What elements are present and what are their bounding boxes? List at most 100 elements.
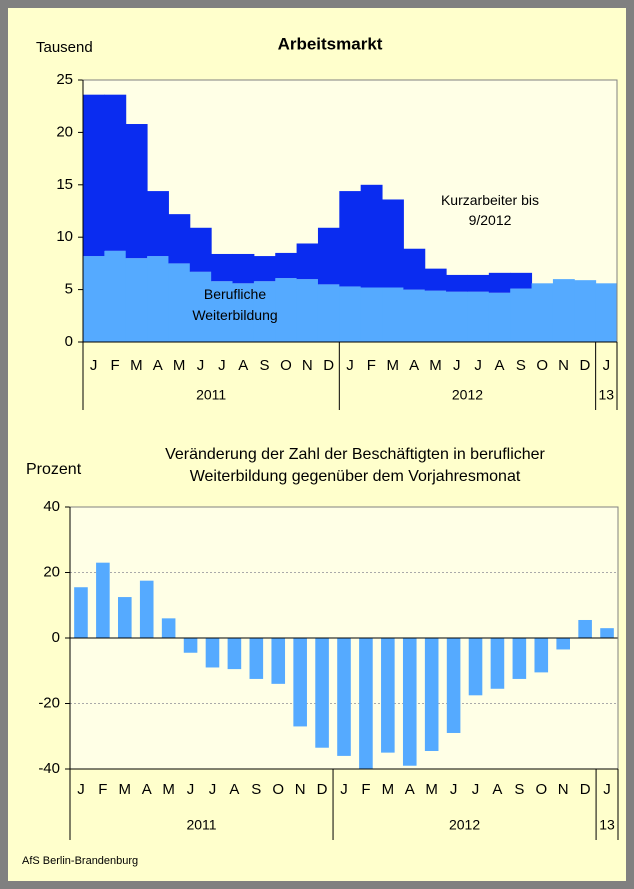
x-tick-label: A <box>229 781 239 798</box>
bar-segment <box>189 227 212 272</box>
bar-segment <box>275 278 298 342</box>
x-tick-label: N <box>558 781 569 798</box>
bar <box>468 638 483 696</box>
bar-segment <box>403 289 426 342</box>
bar-segment <box>83 256 105 342</box>
bar <box>183 638 198 653</box>
series-label: Kurzarbeiter bis 9/2012 <box>440 192 540 228</box>
bar-segment <box>510 288 533 342</box>
bar-segment <box>574 280 597 342</box>
x-tick-label: O <box>280 357 292 374</box>
bar <box>227 638 242 670</box>
x-tick-label: J <box>218 357 226 374</box>
bar <box>490 638 505 689</box>
y-tick-label: 5 <box>65 281 73 298</box>
x-tick-label: M <box>119 781 132 798</box>
bar-segment <box>296 279 319 342</box>
bar-segment <box>147 256 169 342</box>
x-tick-label: J <box>453 357 461 374</box>
chart-title: Veränderung der Zahl der Beschäftigten i… <box>165 446 545 485</box>
bar <box>271 638 286 684</box>
x-tick-label: J <box>340 781 348 798</box>
x-tick-label: F <box>98 781 107 798</box>
bar-segment <box>253 281 276 342</box>
bar <box>96 562 110 638</box>
bar-segment <box>275 252 298 279</box>
y-tick-label: 40 <box>43 498 60 515</box>
x-tick-label: M <box>382 781 395 798</box>
bar-segment <box>467 274 490 292</box>
bar <box>402 638 417 766</box>
bar-segment <box>253 256 276 282</box>
x-tick-label: D <box>317 781 328 798</box>
x-tick-label: A <box>142 781 152 798</box>
bar-segment <box>360 287 383 342</box>
bar-segment <box>552 279 575 342</box>
bar-segment <box>595 283 618 342</box>
bar-segment <box>531 283 554 342</box>
bar-segment <box>168 214 191 264</box>
series-label: Berufliche Weiterbildung <box>192 286 278 323</box>
x-tick-label: A <box>492 781 502 798</box>
x-tick-label: M <box>162 781 175 798</box>
x-tick-label: A <box>495 357 505 374</box>
bar <box>512 638 527 679</box>
x-tick-label: J <box>90 357 98 374</box>
bar-segment <box>488 292 511 342</box>
x-tick-label: F <box>110 357 119 374</box>
bar-segment <box>104 250 127 342</box>
bar <box>315 638 329 748</box>
x-tick-label: D <box>580 781 591 798</box>
bar-segment <box>446 291 468 342</box>
bar-segment <box>232 253 255 284</box>
y-tick-label: 15 <box>56 176 73 193</box>
x-group-label: 2011 <box>186 817 216 833</box>
x-tick-label: N <box>295 781 306 798</box>
y-tick-label: 20 <box>43 563 60 580</box>
x-tick-label: O <box>536 357 548 374</box>
bar-segment <box>317 227 340 285</box>
x-tick-label: M <box>429 357 442 374</box>
x-tick-label: J <box>472 781 480 798</box>
bar-segment <box>168 263 191 342</box>
x-tick-label: J <box>603 781 611 798</box>
bar <box>139 580 154 638</box>
bar <box>534 638 549 673</box>
bar-segment <box>189 271 212 342</box>
x-tick-label: A <box>405 781 415 798</box>
bar <box>381 638 395 753</box>
bar <box>556 638 570 650</box>
x-tick-label: A <box>409 357 419 374</box>
x-tick-label: M <box>425 781 438 798</box>
x-tick-label: J <box>209 781 217 798</box>
x-tick-label: M <box>173 357 186 374</box>
bar <box>161 618 176 638</box>
bar-segment <box>125 124 148 259</box>
x-tick-label: O <box>272 781 284 798</box>
bar <box>337 638 351 756</box>
bar-segment <box>232 283 255 342</box>
x-tick-label: S <box>260 357 270 374</box>
bar <box>293 638 307 727</box>
bar <box>205 638 220 668</box>
bar-segment <box>296 243 319 280</box>
x-tick-label: M <box>386 357 399 374</box>
x-group-label: 2011 <box>196 387 226 403</box>
bar-segment <box>382 199 404 288</box>
x-tick-label: J <box>187 781 195 798</box>
bar-segment <box>403 248 426 290</box>
bar-segment <box>125 258 148 342</box>
bar-segment <box>467 291 490 342</box>
x-tick-label: J <box>474 357 482 374</box>
bar <box>600 628 614 638</box>
y-tick-label: 10 <box>56 228 73 245</box>
y-tick-label: -40 <box>38 760 60 777</box>
x-tick-label: J <box>450 781 458 798</box>
bar-segment <box>360 184 383 288</box>
bar-segment <box>211 253 234 282</box>
bar-segment <box>147 191 169 257</box>
bar-segment <box>317 284 340 342</box>
y-axis-label: Tausend <box>36 39 93 56</box>
